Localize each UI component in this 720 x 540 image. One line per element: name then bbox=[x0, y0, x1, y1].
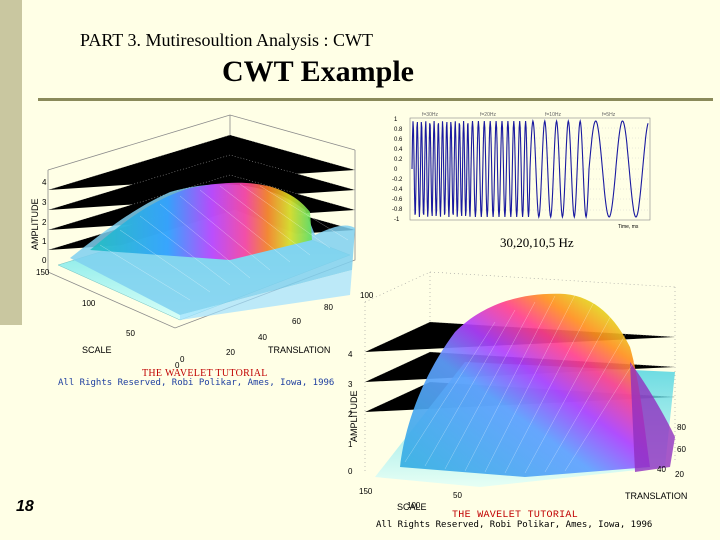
segment-label: f=30Hz bbox=[422, 112, 438, 118]
signal-x-label: Time, ms bbox=[618, 224, 639, 230]
translation-axis-label: TRANSLATION bbox=[268, 345, 330, 355]
z-axis-label: AMPLITUDE bbox=[349, 390, 359, 442]
page-number: 18 bbox=[16, 498, 34, 515]
signal-y-tick: -1 bbox=[394, 217, 400, 223]
translation-tick: 60 bbox=[292, 317, 301, 326]
z-tick: 4 bbox=[42, 178, 47, 187]
scale-axis-label: SCALE bbox=[397, 502, 427, 512]
signal-waveform bbox=[411, 118, 649, 220]
signal-frequency-caption: 30,20,10,5 Hz bbox=[500, 235, 574, 250]
translation-tick: 100 bbox=[360, 291, 374, 300]
signal-y-tick: 0.2 bbox=[394, 157, 403, 163]
segment-label: f=5Hz bbox=[602, 112, 616, 118]
translation-tick: 40 bbox=[258, 333, 267, 342]
z-tick: 3 bbox=[42, 198, 47, 207]
signal-y-tick: -0.6 bbox=[392, 197, 403, 203]
cwt-surface-plot-left: 4 3 2 1 0 AMPLITUDE 150 100 50 0 SCALE 0… bbox=[30, 114, 374, 370]
cwt-surface-plot-right: 4 3 2 1 0 AMPLITUDE 150 100 50 SCALE 80 … bbox=[348, 271, 687, 512]
translation-tick: 20 bbox=[226, 348, 235, 357]
signal-y-tick: -0.8 bbox=[392, 207, 403, 213]
z-tick: 0 bbox=[42, 256, 47, 265]
scale-tick: 50 bbox=[126, 329, 135, 338]
z-tick: 1 bbox=[348, 440, 353, 449]
signal-y-tick: 0.6 bbox=[394, 137, 403, 143]
translation-tick: 80 bbox=[677, 423, 686, 432]
z-tick: 2 bbox=[42, 218, 47, 227]
z-tick: 4 bbox=[348, 350, 353, 359]
slide-title: CWT Example bbox=[222, 55, 414, 88]
z-tick: 2 bbox=[348, 410, 353, 419]
scale-tick: 100 bbox=[407, 501, 421, 510]
z-tick: 3 bbox=[348, 380, 353, 389]
credit-title-right: THE WAVELET TUTORIAL bbox=[452, 510, 579, 521]
left-accent-bar bbox=[0, 0, 22, 325]
signal-y-tick: 0 bbox=[394, 167, 398, 173]
signal-y-tick: 0.8 bbox=[394, 127, 403, 133]
signal-y-tick: 1 bbox=[394, 117, 398, 123]
credit-title-left: THE WAVELET TUTORIAL bbox=[142, 368, 268, 379]
title-divider bbox=[38, 98, 713, 101]
translation-tick: 0 bbox=[180, 355, 185, 364]
section-title: PART 3. Mutiresoultion Analysis : CWT bbox=[80, 30, 373, 50]
credit-line-left: All Rights Reserved, Robi Polikar, Ames,… bbox=[58, 378, 335, 388]
scale-tick: 100 bbox=[82, 299, 96, 308]
signal-y-tick: -0.2 bbox=[392, 177, 403, 183]
credit-line-right: All Rights Reserved, Robi Polikar, Ames,… bbox=[376, 520, 653, 530]
scale-tick: 50 bbox=[453, 491, 462, 500]
z-tick: 1 bbox=[42, 237, 47, 246]
translation-tick: 20 bbox=[675, 470, 684, 479]
signal-time-plot: 1 0.8 0.6 0.4 0.2 0 -0.2 -0.4 -0.6 -0.8 … bbox=[392, 112, 651, 230]
signal-y-tick: 0.4 bbox=[394, 147, 403, 153]
scale-tick: 150 bbox=[359, 487, 373, 496]
signal-y-tick: -0.4 bbox=[392, 187, 403, 193]
translation-tick: 40 bbox=[657, 465, 666, 474]
translation-tick: 60 bbox=[677, 445, 686, 454]
scale-tick: 0 bbox=[175, 361, 180, 370]
segment-label: f=20Hz bbox=[480, 112, 496, 118]
translation-tick: 80 bbox=[324, 303, 333, 312]
segment-label: f=10Hz bbox=[545, 112, 561, 118]
z-axis-label: AMPLITUDE bbox=[30, 198, 40, 250]
scale-axis-label: SCALE bbox=[82, 345, 112, 355]
scale-tick: 150 bbox=[36, 268, 50, 277]
z-tick: 0 bbox=[348, 467, 353, 476]
translation-axis-label: TRANSLATION bbox=[625, 491, 687, 501]
